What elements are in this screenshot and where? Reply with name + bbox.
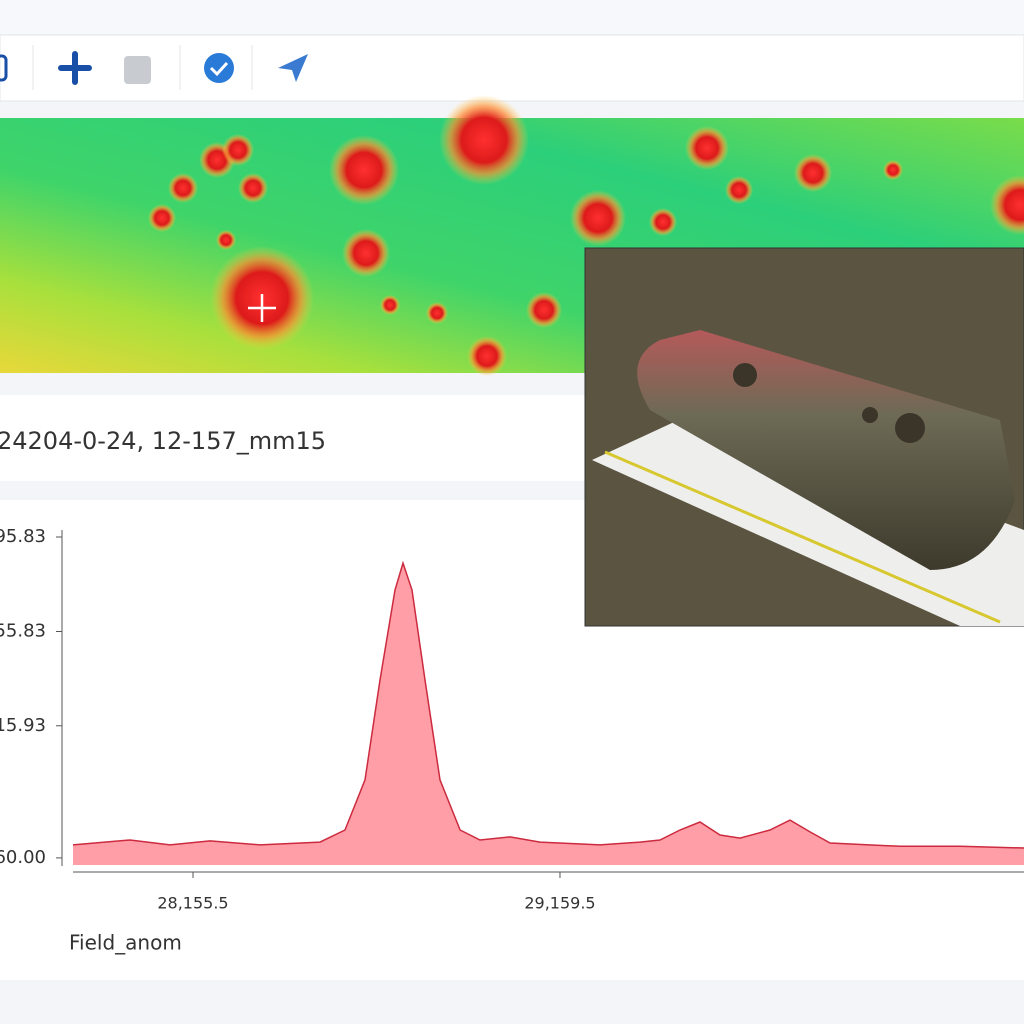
add-button[interactable] (58, 51, 92, 85)
record-label: 24204-0-24, 12-157_mm15 (0, 427, 326, 455)
x-axis-title: Field_anom (69, 931, 182, 955)
y-tick-label: 115.93 (0, 715, 46, 736)
photo (584, 247, 1024, 627)
y-tick-label: 195.83 (0, 526, 46, 547)
toolbar (0, 34, 1024, 102)
y-tick-label: 60.00 (0, 847, 46, 868)
line (72, 560, 1024, 849)
x-tick-label: 28,155.5 (157, 894, 228, 913)
check-icon (209, 61, 229, 77)
anomalies (148, 95, 1024, 376)
home-button[interactable] (0, 54, 8, 82)
confirm-button[interactable] (204, 53, 234, 83)
top-strip (0, 0, 1024, 35)
x-tick-label: 29,159.5 (524, 894, 595, 913)
clipboard-button[interactable] (124, 56, 151, 84)
cursor (248, 294, 276, 322)
send-button[interactable] (278, 54, 308, 82)
y-tick-label: 155.83 (0, 621, 46, 642)
chart: 195.83 155.83 115.93 60.00 28,155.5 29,159.5 F… (0, 526, 1024, 955)
